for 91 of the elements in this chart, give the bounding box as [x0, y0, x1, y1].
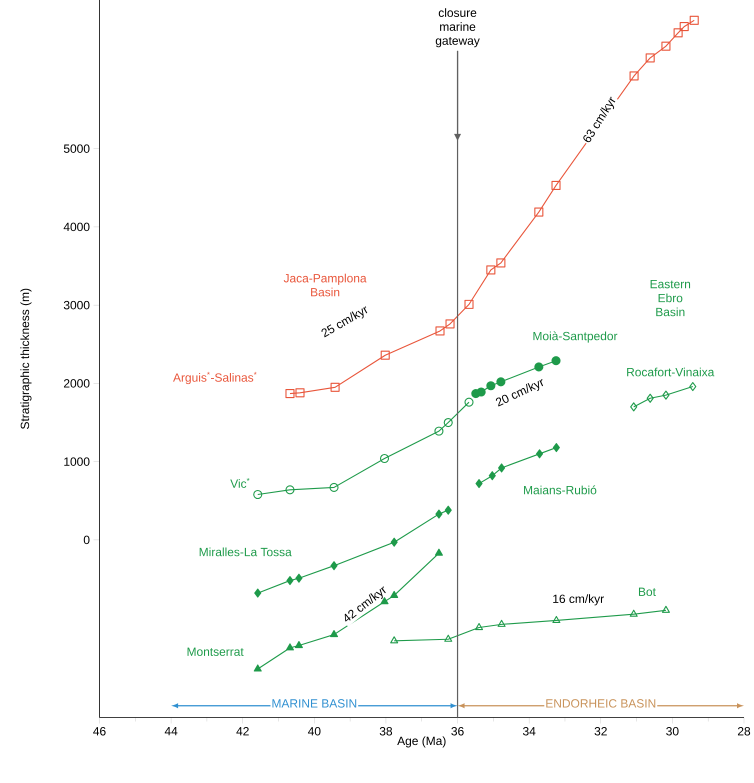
point: [534, 362, 544, 372]
point: [285, 485, 295, 494]
point: [445, 319, 455, 328]
point: [286, 643, 294, 650]
point: [444, 634, 452, 642]
y-tick-label: 3000: [64, 300, 90, 310]
y-tick-label: 0: [84, 536, 90, 544]
point: [434, 548, 443, 556]
series-label: Miralles-La Tossa: [200, 547, 292, 556]
x-tick-label: 32: [594, 727, 607, 736]
point: [488, 471, 496, 480]
point: [551, 356, 561, 366]
point: [690, 16, 699, 25]
point: [486, 265, 496, 274]
point: [534, 207, 544, 217]
point: [254, 588, 262, 598]
point: [630, 610, 638, 617]
point: [294, 640, 303, 648]
point: [380, 350, 390, 360]
point: [674, 28, 683, 38]
x-tick-label: 42: [236, 727, 249, 736]
point: [464, 398, 474, 407]
point: [486, 381, 496, 390]
point: [551, 180, 561, 190]
point: [380, 454, 390, 464]
point: [552, 616, 560, 624]
point: [552, 443, 560, 452]
point: [330, 382, 340, 392]
point: [444, 506, 452, 515]
point: [661, 42, 670, 51]
point: [536, 449, 544, 458]
x-tick-label: 36: [451, 727, 464, 736]
annotation: ENDORHEIC BASIN: [546, 699, 656, 708]
y-tick-label: 1000: [64, 457, 90, 466]
annotation: Jaca-Pamplona Basin: [284, 274, 367, 296]
series-label: Rocafort-Vinaixa: [627, 368, 714, 376]
point: [476, 387, 486, 397]
point: [662, 606, 670, 613]
point: [390, 636, 398, 644]
ref-line-label: closure marine gateway: [436, 8, 480, 48]
point: [295, 574, 302, 583]
point: [498, 620, 506, 627]
annotation: 20 cm/kyr: [496, 379, 544, 407]
x-tick-label: 34: [522, 727, 536, 736]
series-label: Moià-Santpedor: [533, 331, 618, 343]
x-tick-label: 38: [380, 727, 392, 736]
point: [630, 402, 638, 412]
point: [444, 418, 453, 428]
series-label: Montserrat: [188, 648, 244, 656]
series-label: Bot: [638, 588, 656, 596]
point: [496, 377, 506, 386]
y-tick-label: 2000: [64, 379, 90, 388]
point: [630, 71, 639, 80]
point: [435, 326, 445, 336]
text: Maians-Rubió: [524, 485, 596, 494]
point: [646, 394, 654, 403]
x-tick-label: 40: [308, 727, 321, 736]
point: [253, 490, 262, 500]
point: [285, 389, 295, 398]
point: [689, 382, 696, 392]
point: [434, 426, 444, 436]
point: [662, 390, 670, 400]
point: [435, 510, 442, 519]
point: [475, 622, 484, 630]
point: [475, 478, 483, 488]
text: Arguis$^{*}$-Salinas$^{*}$: [173, 372, 257, 384]
point: [254, 664, 262, 672]
x-tick-label: 46: [93, 727, 106, 736]
point: [464, 300, 474, 309]
y-axis-title: Stratigraphic thickness (m): [20, 288, 32, 429]
point: [496, 258, 506, 268]
point: [330, 630, 338, 638]
point: [295, 388, 305, 398]
y-tick-label: 4000: [64, 222, 90, 232]
annotation: Eastern Ebro Basin: [650, 280, 690, 316]
point: [286, 576, 294, 586]
x-tick-label: 30: [666, 727, 679, 736]
x-tick-label: 28: [738, 727, 750, 736]
y-tick-label: 5000: [64, 144, 90, 153]
x-tick-label: 44: [164, 727, 178, 736]
point: [329, 482, 339, 492]
point: [390, 590, 398, 598]
series-label: Vic$^{*}$: [230, 478, 250, 488]
annotation: 16 cm/kyr: [553, 594, 604, 606]
point: [330, 561, 338, 570]
x-axis-title: Age (Ma): [397, 736, 446, 748]
point: [680, 22, 689, 32]
annotation: MARINE BASIN: [272, 699, 356, 708]
point: [646, 53, 655, 62]
point: [390, 538, 398, 547]
point: [498, 463, 506, 472]
